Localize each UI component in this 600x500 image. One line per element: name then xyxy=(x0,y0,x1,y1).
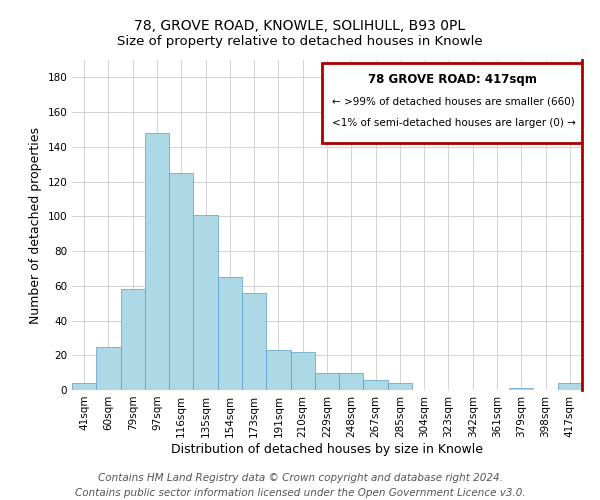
Bar xyxy=(121,290,145,390)
Bar xyxy=(145,133,169,390)
X-axis label: Distribution of detached houses by size in Knowle: Distribution of detached houses by size … xyxy=(171,442,483,456)
Bar xyxy=(266,350,290,390)
Text: 78, GROVE ROAD, KNOWLE, SOLIHULL, B93 0PL: 78, GROVE ROAD, KNOWLE, SOLIHULL, B93 0P… xyxy=(134,18,466,32)
Bar xyxy=(388,383,412,390)
Bar xyxy=(218,277,242,390)
Text: Size of property relative to detached houses in Knowle: Size of property relative to detached ho… xyxy=(117,34,483,48)
Bar xyxy=(315,372,339,390)
Bar xyxy=(558,383,582,390)
Bar xyxy=(96,346,121,390)
FancyBboxPatch shape xyxy=(322,64,582,142)
Bar xyxy=(242,292,266,390)
Y-axis label: Number of detached properties: Number of detached properties xyxy=(29,126,42,324)
Text: ← >99% of detached houses are smaller (660): ← >99% of detached houses are smaller (6… xyxy=(332,96,575,106)
Bar xyxy=(290,352,315,390)
Bar xyxy=(193,214,218,390)
Bar xyxy=(169,173,193,390)
Text: Contains HM Land Registry data © Crown copyright and database right 2024.
Contai: Contains HM Land Registry data © Crown c… xyxy=(74,472,526,498)
Bar xyxy=(339,372,364,390)
Bar xyxy=(72,383,96,390)
Bar xyxy=(509,388,533,390)
Text: 78 GROVE ROAD: 417sqm: 78 GROVE ROAD: 417sqm xyxy=(368,73,536,86)
Bar xyxy=(364,380,388,390)
Text: <1% of semi-detached houses are larger (0) →: <1% of semi-detached houses are larger (… xyxy=(332,118,576,128)
